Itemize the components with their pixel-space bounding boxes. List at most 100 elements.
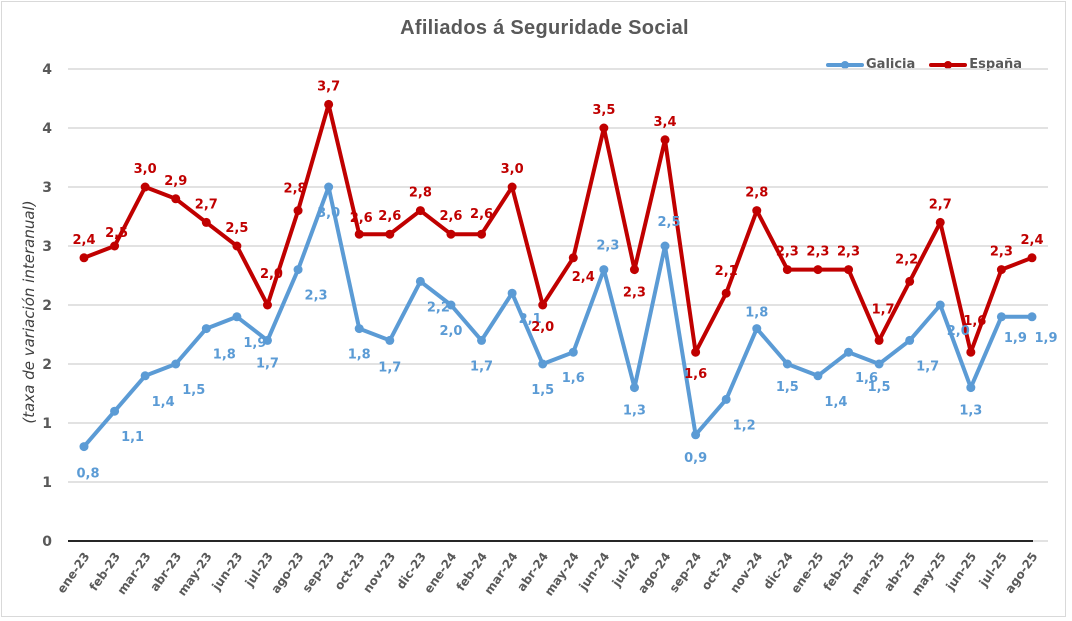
data-label: 3,0 — [501, 162, 524, 177]
x-axis-ticks: ene-23feb-23mar-23abr-23may-23jun-23jul-… — [54, 550, 1040, 599]
data-label: 1,7 — [256, 356, 279, 371]
data-point — [262, 335, 272, 345]
data-label: 2,3 — [623, 286, 646, 301]
data-point — [110, 241, 120, 251]
data-point — [844, 265, 854, 275]
data-label: 2,4 — [1020, 233, 1043, 248]
data-label: 2,8 — [284, 182, 307, 197]
data-point — [538, 300, 548, 310]
data-label: 1,3 — [623, 404, 646, 419]
data-label: 1,8 — [213, 348, 236, 363]
data-point — [935, 217, 945, 227]
data-label: 3,5 — [592, 103, 615, 118]
x-tick-label: ene-23 — [54, 550, 92, 596]
data-point — [507, 182, 517, 192]
data-point — [232, 241, 242, 251]
x-tick-label: jun-25 — [943, 550, 980, 594]
data-label: 3,0 — [134, 162, 157, 177]
data-label: 1,7 — [378, 360, 401, 375]
data-label: 1,9 — [1034, 331, 1057, 346]
data-point — [79, 442, 89, 452]
data-label: 2,5 — [225, 221, 248, 236]
data-label: 1,6 — [963, 314, 986, 329]
data-point — [171, 194, 181, 204]
x-tick-label: sep-24 — [666, 550, 704, 595]
data-label: 2,0 — [947, 324, 970, 339]
data-label: 1,3 — [959, 404, 982, 419]
data-label: 1,8 — [745, 306, 768, 321]
data-point — [385, 229, 395, 239]
data-label: 2,5 — [105, 226, 128, 241]
data-label: 1,9 — [1004, 331, 1027, 346]
data-point — [905, 276, 915, 286]
data-point — [477, 229, 487, 239]
data-label: 2,4 — [72, 233, 95, 248]
data-point — [79, 253, 89, 263]
data-label: 2,3 — [806, 245, 829, 260]
data-point — [813, 265, 823, 275]
series-points — [79, 99, 1037, 452]
data-label: 2,6 — [439, 209, 462, 224]
data-point — [996, 265, 1006, 275]
legend-swatch-galicia — [826, 60, 864, 70]
data-label: 2,6 — [470, 207, 493, 222]
y-tick-label: 2 — [42, 298, 52, 314]
data-point — [599, 265, 609, 275]
data-point — [385, 335, 395, 345]
data-point — [201, 217, 211, 227]
data-point — [507, 288, 517, 298]
data-label: 2,3 — [776, 245, 799, 260]
data-point — [752, 324, 762, 334]
data-point — [140, 371, 150, 381]
data-point — [629, 383, 639, 393]
data-point — [660, 241, 670, 251]
data-label: 1,5 — [776, 380, 799, 395]
data-label: 2,7 — [929, 197, 952, 212]
y-tick-label: 1 — [42, 416, 52, 432]
data-label: 2,8 — [745, 186, 768, 201]
data-label: 2,3 — [305, 289, 328, 304]
legend-swatch-espana — [929, 60, 968, 70]
data-point — [874, 359, 884, 369]
data-point — [232, 312, 242, 322]
x-tick-label: sep-23 — [300, 550, 338, 595]
data-point — [935, 300, 945, 310]
x-tick-label: jun-24 — [576, 550, 613, 594]
data-label: 1,7 — [872, 302, 895, 317]
y-tick-label: 1 — [42, 475, 52, 491]
data-point — [1027, 253, 1037, 263]
data-label: 2,2 — [427, 300, 450, 315]
data-label: 1,9 — [243, 336, 266, 351]
data-label: 2,0 — [439, 324, 462, 339]
data-label: 2,8 — [409, 186, 432, 201]
data-point — [324, 182, 334, 192]
data-point — [293, 206, 303, 216]
data-labels: 0,81,11,41,51,81,91,72,33,01,81,72,22,01… — [72, 79, 1057, 481]
y-tick-label: 4 — [42, 62, 52, 78]
data-point — [966, 347, 976, 357]
series-line-espana — [82, 102, 1034, 355]
data-label: 3,7 — [317, 79, 340, 94]
data-label: 1,1 — [121, 430, 144, 445]
data-point — [415, 206, 425, 216]
series-line-galicia — [82, 185, 1034, 449]
data-label: 2,9 — [164, 174, 187, 189]
data-label: 1,5 — [182, 383, 205, 398]
data-point — [629, 265, 639, 275]
x-tick-label: jun-23 — [209, 550, 246, 594]
chart-title: Afiliados á Seguridade Social — [400, 17, 689, 39]
data-point — [446, 229, 456, 239]
data-point — [446, 300, 456, 310]
data-label: 2,6 — [350, 211, 373, 226]
y-axis-ticks: 0 1 1 2 2 3 3 4 4 — [42, 62, 52, 550]
data-point — [599, 123, 609, 133]
data-label: 1,4 — [152, 395, 175, 410]
data-label: 2,4 — [572, 270, 595, 285]
data-point — [691, 430, 701, 440]
data-point — [293, 265, 303, 275]
data-label: 1,6 — [855, 371, 878, 386]
data-point — [782, 359, 792, 369]
data-label: 2,1 — [715, 264, 738, 279]
data-label: 2,0 — [260, 267, 283, 282]
